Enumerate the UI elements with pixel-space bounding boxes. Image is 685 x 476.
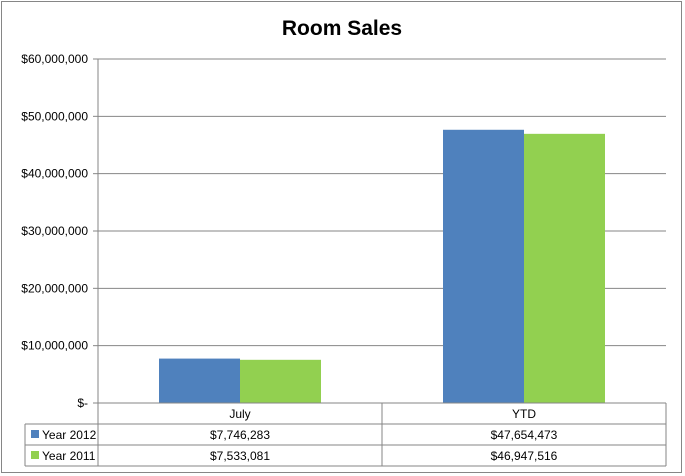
y-axis-ticks: $- $10,000,000 $20,000,000 $30,000,000 $40,0… — [21, 52, 99, 410]
chart-title: Room Sales — [282, 17, 402, 40]
legend-label: Year 2012 — [42, 428, 97, 442]
y-tick-label: $60,000,000 — [21, 52, 88, 66]
y-tick-label: $- — [77, 396, 88, 410]
y-tick-label: $20,000,000 — [21, 281, 88, 295]
data-table: July YTD Year 2012 $7,746,283 $47,654,473 Yea… — [24, 402, 667, 467]
y-tick-label: $50,000,000 — [21, 109, 88, 123]
data-label: $7,533,081 — [210, 449, 270, 463]
data-label: $47,654,473 — [491, 428, 558, 442]
y-tick-label: $40,000,000 — [21, 167, 88, 181]
legend-swatch — [31, 451, 39, 459]
bar-year-2012-ytd — [443, 129, 524, 404]
bar-year-2012-july — [159, 358, 240, 403]
y-tick-label: $10,000,000 — [21, 339, 88, 353]
y-tick-label: $30,000,000 — [21, 224, 88, 238]
legend-label: Year 2011 — [42, 449, 96, 463]
bar-year-2011-july — [240, 359, 321, 403]
x-tick-label: YTD — [512, 407, 536, 421]
legend-swatch — [31, 430, 39, 438]
bar-year-2011-ytd — [524, 133, 605, 404]
data-label: $7,746,283 — [210, 428, 270, 442]
x-tick-label: July — [229, 407, 250, 421]
data-label: $46,947,516 — [491, 449, 558, 463]
bars — [159, 129, 605, 404]
